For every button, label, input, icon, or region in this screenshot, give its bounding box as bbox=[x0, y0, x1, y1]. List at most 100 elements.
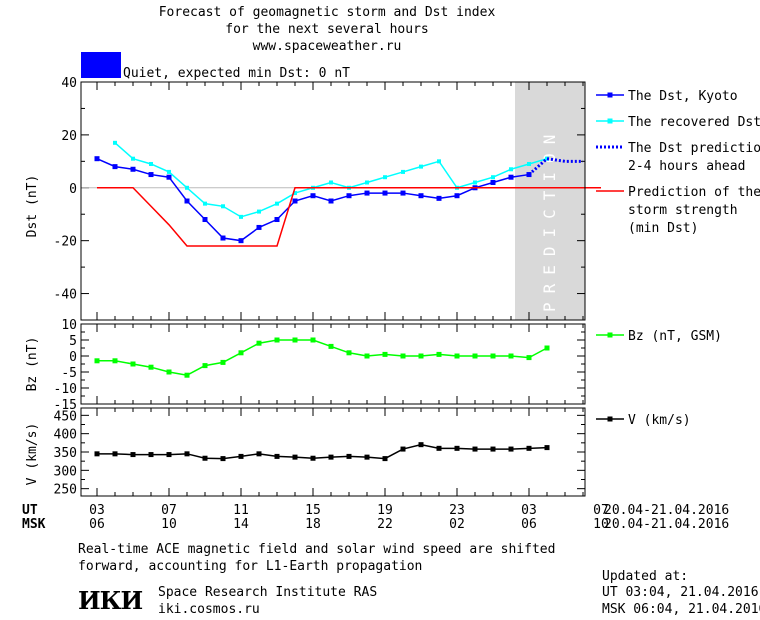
data-point bbox=[167, 169, 171, 174]
data-point bbox=[364, 353, 370, 359]
msk-tick-label: 14 bbox=[233, 517, 249, 532]
data-point bbox=[275, 201, 279, 206]
data-point bbox=[184, 372, 190, 378]
data-point bbox=[112, 451, 118, 457]
data-point bbox=[274, 453, 280, 459]
ut-tick-label: 07 bbox=[593, 503, 609, 518]
y-tick-label: 20 bbox=[61, 129, 77, 144]
data-point bbox=[346, 453, 352, 459]
data-point bbox=[292, 198, 298, 204]
data-point bbox=[220, 359, 226, 365]
data-point bbox=[490, 446, 496, 452]
y-tick-label: 250 bbox=[54, 483, 77, 498]
data-point bbox=[238, 453, 244, 459]
data-point bbox=[239, 214, 243, 219]
data-point bbox=[436, 195, 442, 201]
data-point bbox=[544, 345, 550, 351]
data-point bbox=[346, 193, 352, 199]
data-point bbox=[184, 198, 190, 204]
prediction-label: PREDICTION bbox=[540, 126, 559, 312]
dst-legend: The Dst, Kyoto The recovered Dst The Dst p… bbox=[596, 89, 760, 236]
data-point bbox=[166, 174, 172, 180]
data-point bbox=[526, 445, 532, 451]
legend-marker bbox=[607, 332, 613, 338]
legend-label: 2-4 hours ahead bbox=[628, 159, 745, 174]
data-point bbox=[185, 185, 189, 190]
ut-tick-label: 07 bbox=[161, 503, 177, 518]
y-tick-label: -10 bbox=[54, 382, 77, 397]
ace-note-line-2: forward, accounting for L1-Earth propaga… bbox=[78, 559, 423, 574]
data-point bbox=[490, 353, 496, 359]
y-tick-label: 350 bbox=[54, 446, 77, 461]
legend-marker bbox=[607, 118, 613, 124]
data-point bbox=[256, 451, 262, 457]
data-point bbox=[418, 442, 424, 448]
v-frame bbox=[80, 407, 586, 497]
institute-site: iki.cosmos.ru bbox=[158, 602, 260, 617]
status-swatch bbox=[81, 52, 121, 78]
data-point bbox=[292, 454, 298, 460]
y-tick-label: 400 bbox=[54, 428, 77, 443]
data-point bbox=[257, 209, 261, 214]
data-point bbox=[329, 180, 333, 185]
ut-label: UT bbox=[22, 503, 38, 518]
data-point bbox=[454, 445, 460, 451]
data-point bbox=[220, 456, 226, 462]
data-point bbox=[328, 343, 334, 349]
data-point bbox=[400, 353, 406, 359]
data-point bbox=[130, 361, 136, 367]
legend-marker bbox=[607, 416, 613, 422]
ut-tick-label: 03 bbox=[521, 503, 537, 518]
series-line bbox=[114, 142, 548, 218]
data-point bbox=[400, 446, 406, 452]
data-point bbox=[328, 454, 334, 460]
data-point bbox=[130, 452, 136, 458]
data-point bbox=[383, 175, 387, 180]
data-point bbox=[419, 164, 423, 169]
data-point bbox=[274, 337, 280, 343]
data-point bbox=[292, 337, 298, 343]
data-point bbox=[454, 353, 460, 359]
legend-marker bbox=[607, 92, 613, 98]
ut-tick-label: 03 bbox=[89, 503, 105, 518]
updated-label: Updated at: bbox=[602, 569, 689, 584]
dst-ylabel: Dst (nT) bbox=[25, 175, 40, 238]
data-point bbox=[238, 350, 244, 356]
y-tick-label: 300 bbox=[54, 464, 77, 479]
legend-label: (min Dst) bbox=[628, 221, 698, 236]
msk-tick-label: 10 bbox=[593, 517, 609, 532]
data-point bbox=[148, 452, 154, 458]
bz-ylabel: Bz (nT) bbox=[25, 337, 40, 392]
series-line bbox=[97, 187, 601, 247]
data-point bbox=[113, 140, 117, 145]
data-point bbox=[382, 456, 388, 462]
msk-tick-label: 02 bbox=[449, 517, 465, 532]
data-point bbox=[472, 353, 478, 359]
data-point bbox=[256, 340, 262, 346]
data-point bbox=[238, 238, 244, 244]
legend-label: The recovered Dst bbox=[628, 115, 760, 130]
data-point bbox=[491, 175, 495, 180]
data-point bbox=[202, 217, 208, 223]
data-point bbox=[545, 156, 549, 161]
msk-tick-label: 06 bbox=[521, 517, 537, 532]
title-line-2: for the next several hours bbox=[225, 22, 429, 37]
data-point bbox=[148, 364, 154, 370]
y-tick-label: 450 bbox=[54, 409, 77, 424]
data-point bbox=[365, 180, 369, 185]
data-point bbox=[256, 224, 262, 230]
data-point bbox=[130, 166, 136, 172]
y-tick-label: -15 bbox=[54, 398, 77, 413]
data-point bbox=[473, 180, 477, 185]
ut-tick-label: 11 bbox=[233, 503, 249, 518]
y-tick-label: -40 bbox=[54, 288, 77, 303]
updated-msk: MSK 06:04, 21.04.2016 bbox=[602, 602, 760, 617]
y-tick-label: 0 bbox=[69, 182, 77, 197]
data-point bbox=[149, 161, 153, 166]
data-point bbox=[166, 369, 172, 375]
data-point bbox=[202, 455, 208, 461]
data-point bbox=[544, 445, 550, 451]
updated-ut: UT 03:04, 21.04.2016 bbox=[602, 585, 759, 600]
v-panel: 450 400 350 300 250 V (km/s) bbox=[25, 407, 586, 498]
